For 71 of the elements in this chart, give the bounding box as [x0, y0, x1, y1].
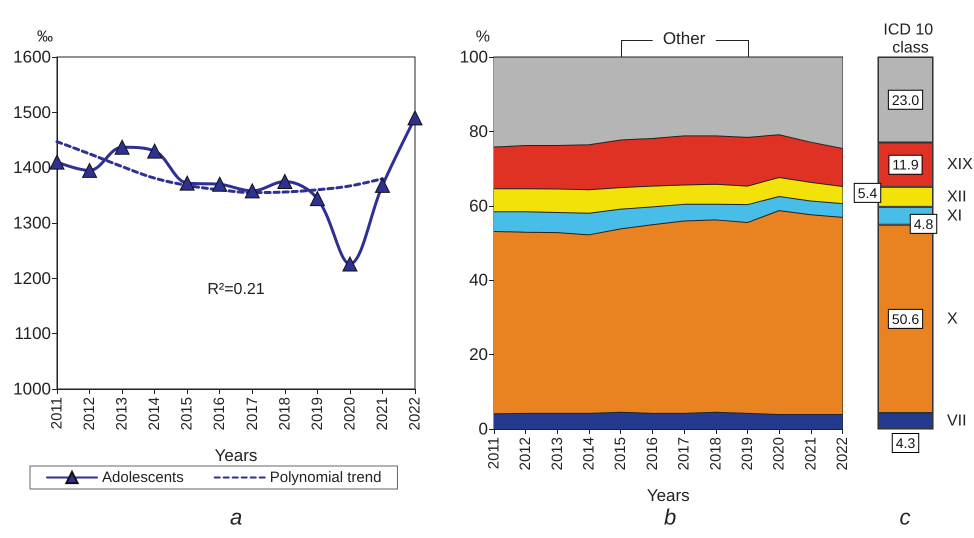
y-tick-label: 20 — [469, 345, 488, 364]
x-tick-label: 2017 — [676, 437, 693, 470]
y-tick-label: 1200 — [13, 268, 51, 288]
data-label: 5.4 — [858, 184, 878, 201]
series-label: VII — [947, 412, 967, 430]
y-tick-label: 1400 — [13, 158, 51, 178]
x-axis-title: Years — [646, 486, 690, 505]
legend-label: Adolescents — [102, 469, 184, 486]
legend-label: Polynomial trend — [270, 469, 382, 486]
point — [212, 176, 228, 192]
x-tick-label: 2011 — [486, 437, 502, 470]
series-label: X — [947, 310, 958, 328]
x-tick-label: 2022 — [834, 437, 851, 470]
annotation: R²=0.21 — [207, 280, 265, 298]
text: b — [664, 504, 676, 530]
x-tick-label: 2015 — [612, 437, 630, 470]
x-tick-label: 2012 — [517, 437, 534, 470]
x-tick-label: 2017 — [244, 397, 261, 430]
point — [82, 162, 98, 178]
x-tick-label: 2021 — [802, 437, 820, 470]
y-tick-label: 100 — [460, 48, 488, 66]
x-tick-label: 2014 — [580, 437, 598, 470]
x-tick-label: 2012 — [81, 397, 98, 430]
y-axis-title: ‰ — [37, 28, 53, 46]
point — [310, 191, 325, 206]
y-tick-label: 1300 — [13, 214, 51, 232]
data-label: 11.9 — [892, 156, 919, 173]
x-tick-label: 2020 — [770, 437, 788, 470]
x-tick-label: 2016 — [211, 397, 228, 430]
data-label: 50.6 — [892, 310, 920, 327]
data-label: 4.8 — [914, 216, 934, 232]
x-tick-label: 2013 — [114, 397, 131, 430]
x-tick-label: 2022 — [406, 397, 424, 430]
point — [50, 154, 64, 170]
y-tick-label: 60 — [469, 196, 488, 216]
x-tick-label: 2019 — [308, 397, 326, 430]
x-tick-label: 2018 — [276, 397, 294, 430]
series-label: XII — [947, 188, 967, 206]
x-tick-label: 2011 — [48, 397, 66, 430]
y-tick-label: 1000 — [13, 380, 51, 398]
point — [408, 110, 422, 126]
point — [277, 174, 292, 189]
chart-title: ICD 10 class — [883, 22, 938, 56]
y-axis-title: % — [476, 28, 490, 46]
point — [147, 144, 162, 159]
y-tick-label: 1600 — [13, 48, 51, 66]
x-axis-title: Years — [214, 446, 258, 465]
series-label: XIX — [947, 156, 974, 174]
x-tick-label: 2016 — [644, 437, 661, 470]
data-label: 4.3 — [896, 435, 916, 451]
series-label: XI — [947, 207, 962, 224]
data-label: 23.0 — [892, 92, 920, 108]
y-tick-label: 1100 — [14, 324, 51, 344]
y-tick-label: 1500 — [13, 102, 51, 122]
x-tick-label: 2013 — [548, 437, 566, 470]
x-tick-label: 2019 — [738, 437, 756, 470]
point — [374, 178, 390, 193]
x-tick-label: 2018 — [707, 437, 724, 470]
y-tick-label: 0 — [478, 420, 488, 438]
x-tick-label: 2015 — [178, 397, 196, 430]
x-tick-label: 2014 — [146, 397, 164, 430]
point — [244, 183, 260, 198]
y-tick-label: 40 — [469, 270, 488, 290]
x-tick-label: 2020 — [341, 397, 358, 430]
text: a — [230, 504, 242, 530]
y-tick-label: 80 — [469, 122, 488, 141]
point — [114, 140, 130, 155]
point — [342, 256, 358, 272]
text: c — [900, 504, 910, 530]
series-label: Other — [652, 29, 716, 49]
x-tick-label: 2021 — [374, 397, 391, 430]
